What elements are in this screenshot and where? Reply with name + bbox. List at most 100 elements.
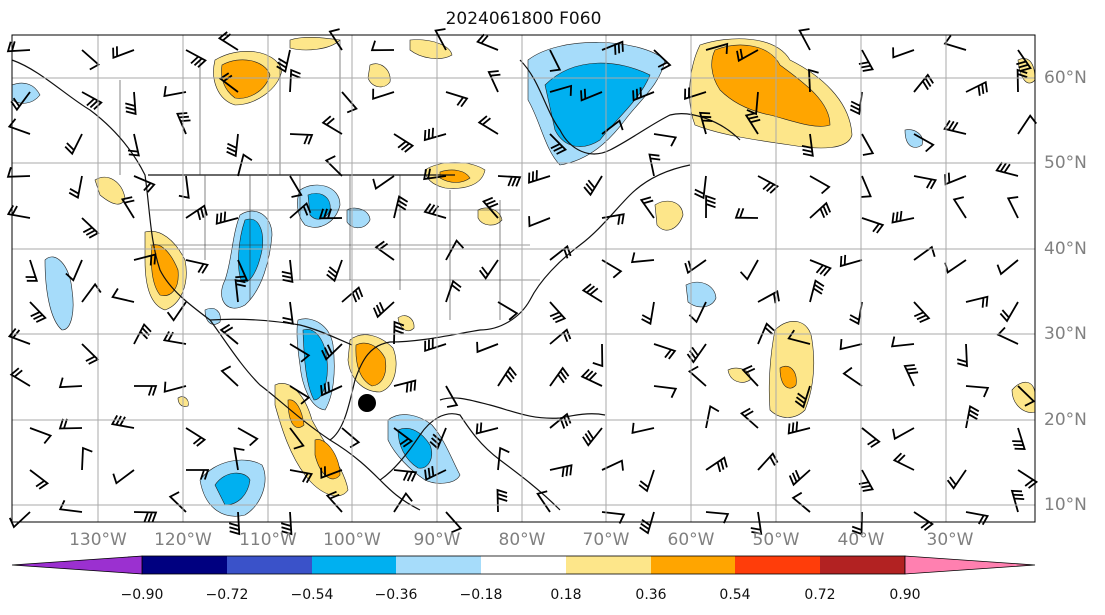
wind-barb xyxy=(481,196,499,219)
wind-barb xyxy=(341,427,361,449)
wind-barb xyxy=(8,511,31,529)
colorbar-bin xyxy=(481,556,566,574)
wind-barb xyxy=(424,465,447,481)
wind-barb xyxy=(233,447,245,471)
wind-barb xyxy=(393,195,409,219)
wind-barb xyxy=(943,34,967,51)
lat-label: 50°N xyxy=(1044,153,1087,173)
wind-barb xyxy=(497,365,517,387)
wind-barb xyxy=(965,295,989,308)
lon-label: 110°W xyxy=(239,530,297,550)
wind-barb xyxy=(497,301,519,321)
wind-barb xyxy=(168,491,187,513)
wind-barb xyxy=(744,112,761,135)
lon-label: 30°W xyxy=(927,530,974,550)
wind-barb xyxy=(891,210,915,224)
wind-barb xyxy=(497,446,510,471)
wind-barb xyxy=(684,87,707,100)
wind-barb xyxy=(321,115,343,135)
wind-barb xyxy=(653,343,677,360)
wind-barb xyxy=(393,427,414,448)
wind-barb xyxy=(581,283,603,303)
wind-barb xyxy=(423,168,447,181)
wind-barb xyxy=(237,427,259,447)
wind-barb xyxy=(178,175,190,199)
wind-barb xyxy=(698,111,713,135)
lat-label: 20°N xyxy=(1044,410,1087,430)
wind-barb xyxy=(809,279,825,303)
wind-barb xyxy=(393,320,405,345)
wind-barb xyxy=(549,133,568,155)
colorbar-bin xyxy=(735,556,820,574)
positive-anomaly-areas xyxy=(94,36,1036,497)
wind-barb xyxy=(536,490,551,513)
wind-barb xyxy=(913,511,934,531)
wind-barb xyxy=(185,259,209,274)
lon-label: 90°W xyxy=(414,530,461,550)
wind-barb xyxy=(995,161,1019,177)
wind-barb xyxy=(281,259,294,284)
wind-barb xyxy=(639,196,655,219)
wind-barb xyxy=(861,217,885,234)
lat-label: 60°N xyxy=(1044,68,1087,88)
wind-barb xyxy=(787,421,811,435)
wind-barb xyxy=(1017,385,1036,407)
wind-barb xyxy=(185,49,207,68)
political-borders xyxy=(119,40,540,320)
wind-barb xyxy=(549,84,573,96)
wind-barb xyxy=(29,301,47,323)
wind-barb xyxy=(583,175,603,197)
wind-barb xyxy=(372,175,395,190)
lon-label: 100°W xyxy=(323,530,381,550)
wind-barb xyxy=(801,133,814,157)
lat-label: 10°N xyxy=(1044,495,1087,515)
wind-barb xyxy=(648,153,661,177)
wind-barb xyxy=(996,326,1019,345)
colorbar-bin xyxy=(227,556,312,574)
wind-barb xyxy=(601,459,624,471)
wind-barb xyxy=(861,133,875,156)
graticule xyxy=(12,35,1035,522)
colorbar-labels: −0.90 −0.72 −0.54 −0.36 −0.18 0.18 0.36 … xyxy=(121,587,921,603)
colorbar-over-arrow xyxy=(904,555,1036,575)
wind-barb xyxy=(750,511,763,535)
wind-barb xyxy=(81,282,102,303)
wind-barb xyxy=(653,133,678,147)
wind-barb xyxy=(326,259,343,283)
wind-barb xyxy=(497,175,522,187)
wind-barb xyxy=(393,469,418,482)
wind-barb xyxy=(29,469,50,490)
wind-barb xyxy=(641,301,655,326)
wind-barb xyxy=(757,175,780,194)
negative-anomaly-areas xyxy=(11,42,923,517)
wind-barb xyxy=(9,367,31,387)
wind-barb xyxy=(580,88,603,102)
wind-barb xyxy=(112,469,135,485)
wind-barb xyxy=(860,175,872,198)
wind-barb xyxy=(705,456,728,473)
colorbar-under-arrow xyxy=(11,555,143,575)
wind-barb xyxy=(734,207,759,219)
colorbar-tick-label: −0.36 xyxy=(375,587,418,603)
wind-barb xyxy=(809,259,832,277)
wind-barb xyxy=(794,385,811,409)
wind-barb xyxy=(289,133,314,145)
colorbar-tick-label: 0.18 xyxy=(550,587,581,603)
wind-barb xyxy=(393,491,413,513)
wind-barb xyxy=(592,343,604,368)
wind-barb xyxy=(341,286,364,303)
wind-barb xyxy=(280,511,293,536)
wind-barb xyxy=(839,254,863,268)
wind-barb xyxy=(705,404,720,429)
wind-barb xyxy=(6,166,31,178)
wind-barb xyxy=(952,196,967,219)
wind-barb xyxy=(739,259,759,281)
wind-barb xyxy=(58,377,83,389)
wind-barb xyxy=(125,91,137,116)
wind-barb xyxy=(282,301,294,325)
lon-label: 120°W xyxy=(154,530,212,550)
wind-barb xyxy=(186,469,210,480)
wind-barb xyxy=(166,301,187,322)
wind-barb xyxy=(228,511,241,536)
wind-barb xyxy=(965,385,990,398)
